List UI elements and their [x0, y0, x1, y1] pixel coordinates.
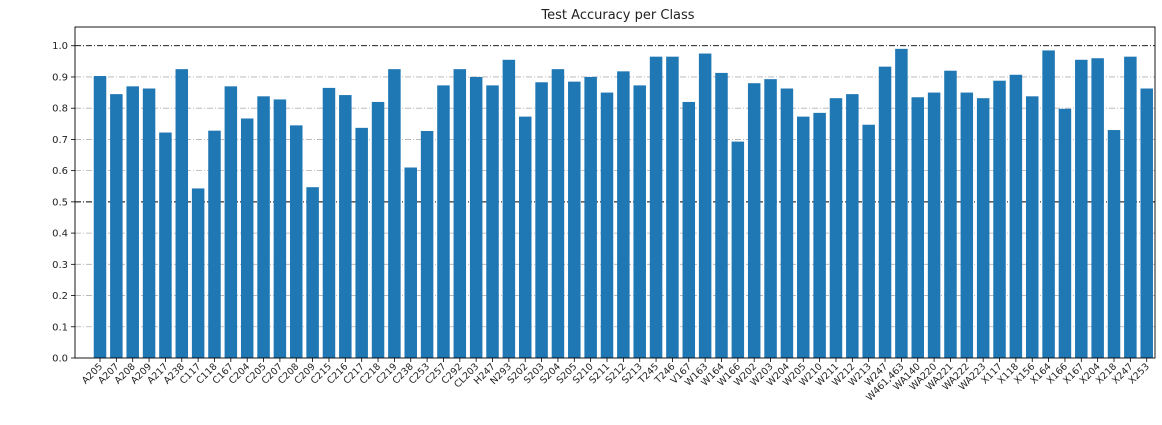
bar — [617, 71, 630, 359]
bar — [666, 56, 679, 358]
bar — [437, 85, 450, 358]
bar — [797, 116, 810, 358]
y-tick-label: 0.5 — [52, 197, 68, 208]
y-tick-label: 1.0 — [52, 41, 68, 52]
bar — [273, 99, 287, 358]
bar — [420, 130, 434, 358]
bar — [126, 86, 139, 358]
bar — [1124, 56, 1137, 358]
y-tick-label: 0.3 — [52, 260, 68, 271]
bar — [306, 187, 319, 358]
plot-frame — [74, 26, 1156, 359]
y-tick-label: 0.6 — [52, 166, 68, 177]
bar — [208, 130, 221, 358]
bar — [93, 76, 107, 358]
bar — [1009, 74, 1023, 358]
bar — [846, 94, 859, 359]
y-tick-label: 0.7 — [52, 135, 68, 146]
bar — [486, 85, 499, 358]
bar — [911, 97, 924, 359]
y-axis: 0.0 0.1 0.2 0.3 0.4 0.5 0.6 0.7 0.8 0.9 1.0 — [52, 41, 75, 365]
bar — [1107, 130, 1121, 358]
bar — [633, 85, 646, 358]
y-tick-label: 0.0 — [52, 354, 68, 365]
bar — [1042, 50, 1055, 359]
bars — [93, 48, 1153, 359]
y-tick-label: 0.4 — [52, 229, 68, 240]
bar — [780, 88, 794, 358]
bar — [1058, 108, 1072, 359]
bar — [682, 101, 696, 359]
bar — [747, 83, 761, 358]
bar — [600, 92, 614, 358]
bar — [1075, 59, 1088, 359]
bar — [960, 92, 974, 358]
bar — [731, 141, 745, 358]
bar — [878, 66, 892, 359]
bar — [862, 124, 875, 358]
bar — [469, 76, 483, 358]
bar — [257, 96, 270, 359]
bar — [1025, 96, 1039, 359]
bar — [976, 98, 990, 358]
bar — [649, 56, 663, 358]
bar — [551, 69, 565, 358]
bar — [502, 59, 516, 359]
bar — [110, 94, 123, 359]
bar — [535, 82, 548, 358]
y-tick-label: 0.8 — [52, 104, 68, 115]
y-tick-label: 0.2 — [52, 291, 68, 302]
bar — [322, 87, 336, 358]
bar — [993, 80, 1006, 358]
bar — [290, 125, 303, 358]
bar — [404, 167, 417, 358]
bar — [142, 88, 156, 358]
y-tick-label: 0.1 — [52, 322, 68, 333]
bar — [568, 81, 581, 358]
bar — [715, 72, 728, 358]
bar — [895, 48, 908, 358]
bar — [518, 116, 532, 358]
bar — [371, 101, 385, 359]
bar — [698, 53, 712, 359]
bar — [927, 92, 941, 358]
bar — [191, 188, 205, 358]
chart-title: Test Accuracy per Class — [540, 8, 694, 23]
bar — [388, 69, 401, 358]
bar — [829, 98, 843, 358]
bar — [240, 118, 254, 358]
bar — [584, 76, 597, 358]
bar — [453, 69, 467, 358]
bar — [355, 127, 368, 358]
bar — [944, 70, 957, 358]
bar — [224, 86, 238, 358]
bar — [813, 112, 826, 358]
x-axis: A205A207A208A209A217A238C117C118C167C204… — [80, 358, 1152, 404]
bar — [1091, 58, 1104, 359]
bar — [175, 69, 189, 358]
grid-lines — [75, 45, 1155, 328]
bar — [764, 79, 777, 359]
bar — [339, 95, 352, 359]
bar — [159, 132, 172, 358]
bar — [1140, 88, 1153, 358]
y-tick-label: 0.9 — [52, 72, 68, 83]
